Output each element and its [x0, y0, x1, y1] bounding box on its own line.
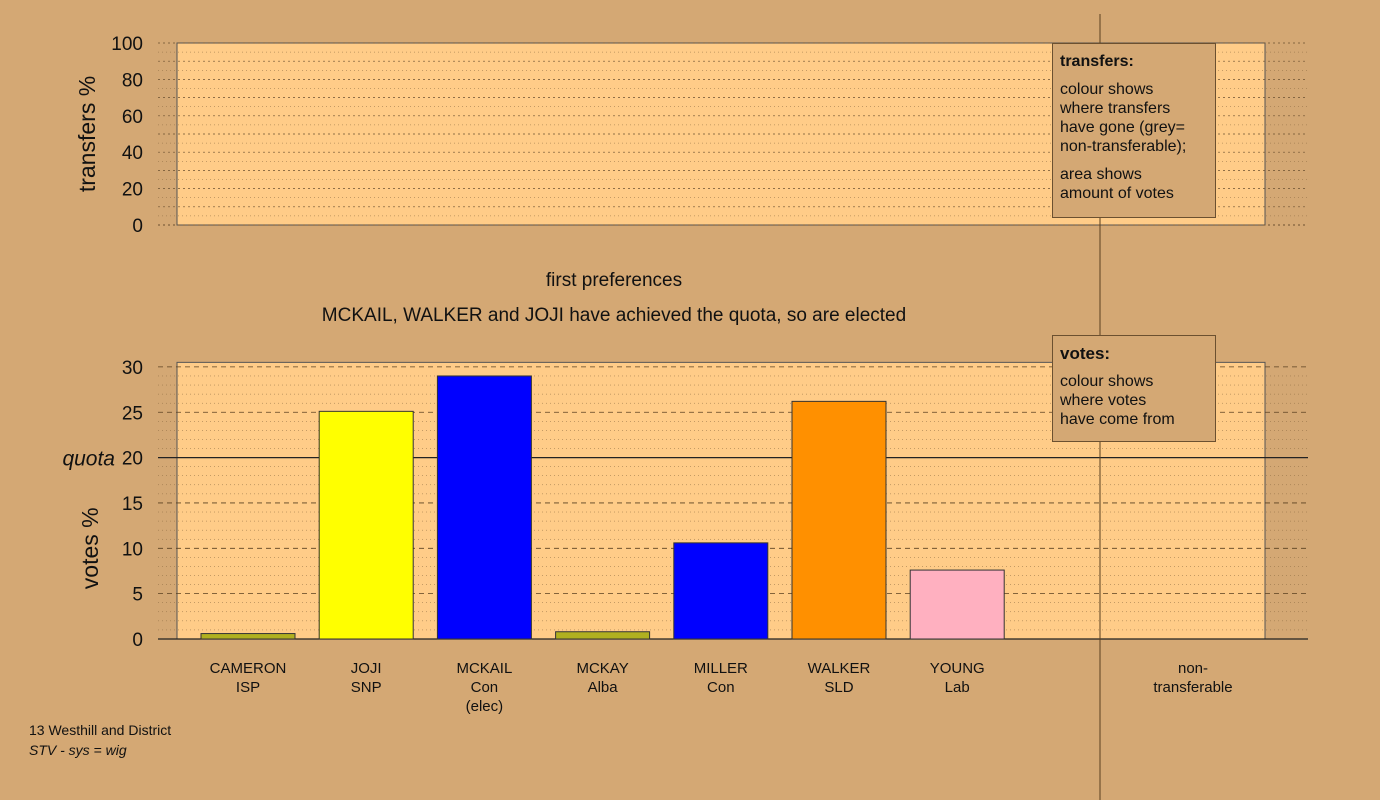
transfers-legend-line: have gone (grey=: [1060, 119, 1185, 136]
bar-walker: [791, 400, 887, 640]
x-tick-label: (elec): [466, 698, 504, 715]
x-tick-label: SNP: [351, 679, 382, 696]
votes-y-tick-label: 0: [132, 630, 143, 651]
bar-young: [909, 569, 1005, 640]
footer-district: 13 Westhill and District: [29, 722, 172, 738]
transfers-legend-title: transfers:: [1060, 53, 1134, 70]
x-tick-label: MCKAIL: [456, 660, 512, 677]
transfers-y-tick-label: 80: [122, 70, 143, 91]
bar-joji: [318, 410, 414, 640]
bar-mckay: [555, 631, 651, 640]
x-tick-label: Lab: [945, 679, 970, 696]
transfers-y-tick-label: 20: [122, 180, 143, 201]
chart-title: first preferences: [546, 270, 682, 291]
footer-system: STV - sys = wig: [29, 742, 127, 758]
x-tick-label: JOJI: [351, 660, 382, 677]
votes-y-tick-label: 20: [122, 449, 143, 470]
votes-y-tick-label: 15: [122, 494, 143, 515]
transfers-y-tick-label: 40: [122, 143, 143, 164]
votes-legend-line: where votes: [1060, 392, 1147, 409]
x-tick-label: YOUNG: [930, 660, 985, 677]
bar-mckail: [436, 375, 532, 640]
transfers-legend-line: area shows: [1060, 166, 1142, 183]
x-tick-label-nontransferable: non-: [1178, 660, 1208, 677]
quota-label: quota: [62, 448, 115, 471]
transfers-y-tick-label: 60: [122, 107, 143, 128]
transfers-legend-line: colour shows: [1060, 81, 1154, 98]
votes-legend-line: have come from: [1060, 411, 1175, 428]
x-tick-label: ISP: [236, 679, 260, 696]
transfers-legend-line: amount of votes: [1060, 185, 1174, 202]
votes-y-tick-label: 30: [122, 358, 143, 379]
chart-subtitle: MCKAIL, WALKER and JOJI have achieved th…: [322, 305, 906, 326]
bar-miller: [673, 542, 769, 640]
x-tick-label-nontransferable: transferable: [1153, 679, 1232, 696]
x-tick-label: WALKER: [808, 660, 871, 677]
transfers-y-tick-label: 0: [132, 216, 143, 237]
x-tick-label: MILLER: [694, 660, 748, 677]
transfers-y-axis-label: transfers %: [74, 76, 100, 192]
x-tick-label: MCKAY: [576, 660, 628, 677]
votes-y-tick-label: 25: [122, 403, 143, 424]
bar-cameron: [200, 633, 296, 640]
transfers-legend-line: non-transferable);: [1060, 138, 1187, 155]
x-tick-label: Con: [471, 679, 499, 696]
votes-y-axis-label: votes %: [77, 507, 103, 589]
x-tick-label: CAMERON: [210, 660, 287, 677]
x-tick-label: Con: [707, 679, 735, 696]
votes-y-tick-label: 5: [132, 585, 143, 606]
votes-y-tick-label: 10: [122, 539, 143, 560]
transfers-legend: transfers: colour shows where transfers …: [1052, 43, 1216, 218]
votes-legend-line: colour shows: [1060, 373, 1154, 390]
x-tick-label: Alba: [588, 679, 619, 696]
transfers-y-tick-label: 100: [111, 34, 143, 55]
votes-legend-title: votes:: [1060, 344, 1111, 363]
transfers-legend-line: where transfers: [1060, 100, 1171, 117]
votes-legend: votes: colour shows where votes have com…: [1052, 335, 1216, 442]
x-tick-label: SLD: [824, 679, 853, 696]
